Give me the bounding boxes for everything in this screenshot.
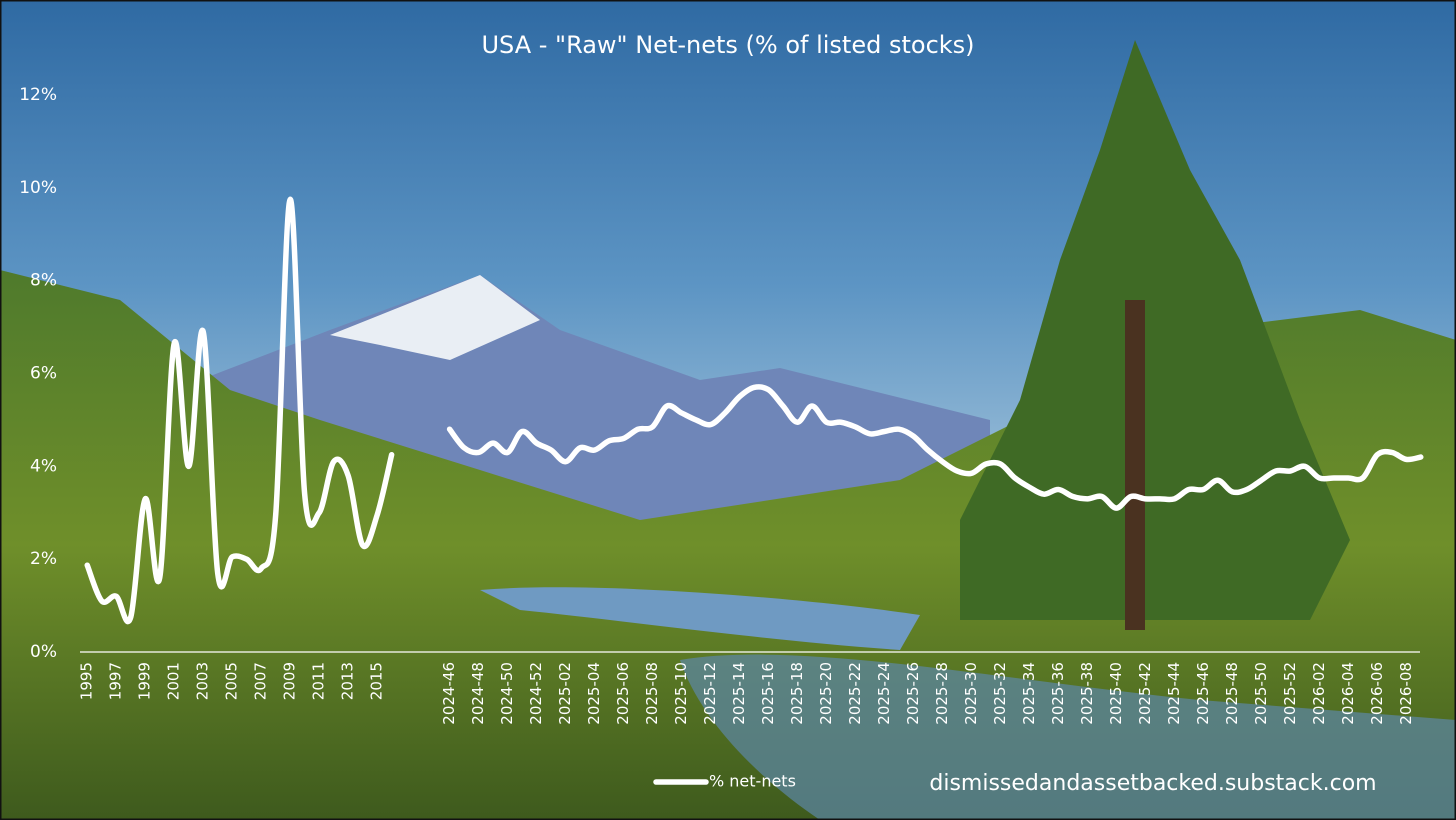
x-tick-label: 2024-50 — [498, 662, 516, 725]
x-tick-label: 2026-02 — [1310, 662, 1328, 725]
x-tick-label: 1995 — [78, 662, 96, 700]
x-tick-label: 2025-14 — [730, 662, 748, 725]
chart-title: USA - "Raw" Net-nets (% of listed stocks… — [481, 31, 974, 59]
data-line — [84, 196, 395, 624]
x-tick-label: 1997 — [107, 662, 125, 700]
x-tick-label: 2015 — [368, 662, 386, 700]
legend-label: % net-nets — [709, 772, 796, 791]
x-tick-label: 2026-08 — [1397, 662, 1415, 725]
x-tick-label: 2025-06 — [614, 662, 632, 725]
y-tick-label: 4% — [30, 456, 57, 476]
x-tick-label: 2025-26 — [904, 662, 922, 725]
y-tick-label: 10% — [19, 178, 57, 198]
x-tick-label: 2001 — [165, 662, 183, 700]
x-tick-label: 2026-06 — [1368, 662, 1386, 725]
x-tick-label: 2026-04 — [1339, 662, 1357, 725]
y-tick-label: 12% — [19, 85, 57, 105]
data-line — [446, 384, 1424, 511]
x-tick-label: 2025-02 — [556, 662, 574, 725]
x-tick-label: 2025-32 — [991, 662, 1009, 725]
x-tick-label: 2025-48 — [1223, 662, 1241, 725]
x-tick-label: 2024-46 — [440, 662, 458, 725]
x-tick-label: 2011 — [310, 662, 328, 700]
x-tick-label: 2024-52 — [527, 662, 545, 725]
y-tick-label: 0% — [30, 642, 57, 662]
x-tick-label: 2025-08 — [643, 662, 661, 725]
x-tick-label: 2025-04 — [585, 662, 603, 725]
x-tick-label: 2005 — [223, 662, 241, 700]
x-tick-label: 2025-28 — [933, 662, 951, 725]
x-tick-label: 2025-10 — [672, 662, 690, 725]
x-tick-label: 2025-52 — [1281, 662, 1299, 725]
x-tick-label: 2024-48 — [469, 662, 487, 725]
x-tick-label: 2025-38 — [1078, 662, 1096, 725]
x-tick-label: 2025-42 — [1136, 662, 1154, 725]
x-tick-label: 2025-22 — [846, 662, 864, 725]
y-tick-label: 6% — [30, 364, 57, 384]
watermark: dismissedandassetbacked.substack.com — [929, 771, 1376, 796]
x-tick-label: 2025-12 — [701, 662, 719, 725]
x-tick-label: 2025-36 — [1049, 662, 1067, 725]
x-tick-label: 2013 — [339, 662, 357, 700]
x-tick-label: 1999 — [136, 662, 154, 700]
x-tick-label: 2025-34 — [1020, 662, 1038, 725]
x-tick-label: 2025-46 — [1194, 662, 1212, 725]
x-tick-label: 2025-50 — [1252, 662, 1270, 725]
x-tick-label: 2025-40 — [1107, 662, 1125, 725]
x-tick-label: 2025-20 — [817, 662, 835, 725]
x-tick-label: 2009 — [281, 662, 299, 700]
x-tick-label: 2025-16 — [759, 662, 777, 725]
x-tick-label: 2025-44 — [1165, 662, 1183, 725]
y-tick-label: 8% — [30, 271, 57, 291]
x-tick-label: 2025-24 — [875, 662, 893, 725]
x-tick-label: 2007 — [252, 662, 270, 700]
x-tick-label: 2003 — [194, 662, 212, 700]
x-tick-label: 2025-30 — [962, 662, 980, 725]
y-tick-label: 2% — [30, 549, 57, 569]
x-tick-label: 2025-18 — [788, 662, 806, 725]
